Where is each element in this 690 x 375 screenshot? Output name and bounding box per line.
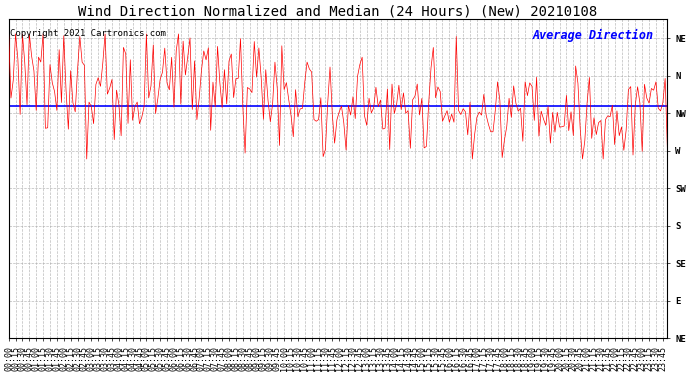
Title: Wind Direction Normalized and Median (24 Hours) (New) 20210108: Wind Direction Normalized and Median (24… [79, 4, 598, 18]
Text: Average Direction: Average Direction [533, 29, 654, 42]
Text: Copyright 2021 Cartronics.com: Copyright 2021 Cartronics.com [10, 29, 166, 38]
